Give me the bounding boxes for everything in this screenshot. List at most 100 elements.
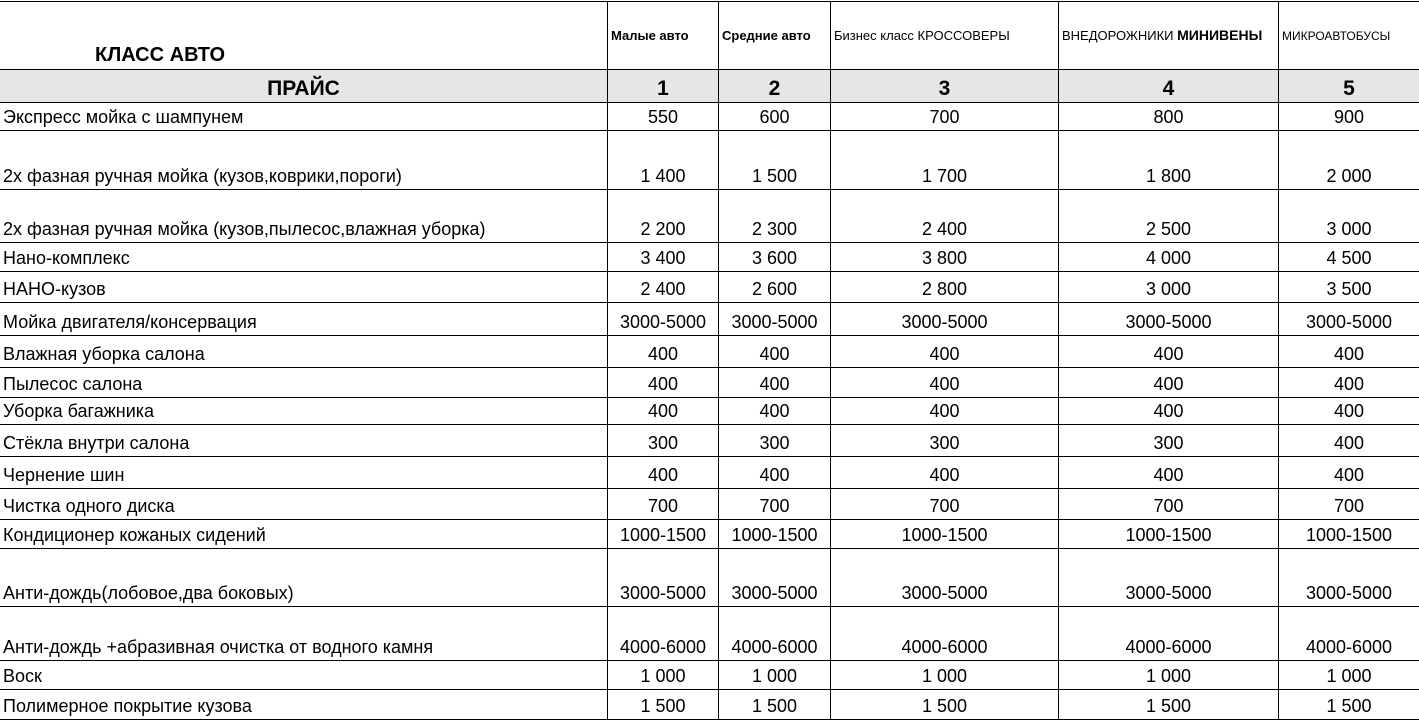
price-cell: 700 bbox=[1058, 488, 1279, 520]
price-cell: 400 bbox=[830, 335, 1059, 368]
price-cell: 3 500 bbox=[1278, 271, 1419, 303]
price-cell: 400 bbox=[718, 367, 831, 398]
price-cell: 400 bbox=[607, 335, 719, 368]
service-name: Стёкла внутри салона bbox=[0, 424, 608, 457]
price-cell: 400 bbox=[718, 335, 831, 368]
service-name: Нано-комплекс bbox=[0, 242, 608, 272]
price-cell: 800 bbox=[1058, 102, 1279, 131]
price-cell: 3000-5000 bbox=[718, 302, 831, 336]
class-number: 3 bbox=[830, 69, 1059, 103]
price-cell: 600 bbox=[718, 102, 831, 131]
table-row: Воск 1 000 1 000 1 000 1 000 1 000 bbox=[0, 660, 1419, 690]
price-cell: 400 bbox=[1278, 367, 1419, 398]
price-cell: 1 500 bbox=[1278, 689, 1419, 720]
price-cell: 1 500 bbox=[718, 689, 831, 720]
service-name: Мойка двигателя/консервация bbox=[0, 302, 608, 336]
column-header-suv-label: ВНЕДОРОЖНИКИ bbox=[1062, 28, 1174, 43]
service-name: Кондиционер кожаных сидений bbox=[0, 519, 608, 549]
price-cell: 400 bbox=[830, 397, 1059, 425]
price-cell: 2 600 bbox=[718, 271, 831, 303]
table-row: Экспресс мойка с шампунем 550 600 700 800 900 bbox=[0, 102, 1419, 131]
column-header-business: Бизнес класс КРОССОВЕРЫ bbox=[830, 1, 1059, 70]
price-cell: 1000-1500 bbox=[718, 519, 831, 549]
price-cell: 400 bbox=[1278, 456, 1419, 489]
service-name: Уборка багажника bbox=[0, 397, 608, 425]
service-name: Экспресс мойка с шампунем bbox=[0, 102, 608, 131]
price-cell: 400 bbox=[607, 456, 719, 489]
price-cell: 2 200 bbox=[607, 189, 719, 243]
service-name: Полимерное покрытие кузова bbox=[0, 689, 608, 720]
table-row: Стёкла внутри салона 300 300 300 300 400 bbox=[0, 424, 1419, 457]
column-header-medium: Средние авто bbox=[718, 1, 831, 70]
price-header-row: ПРАЙС 1 2 3 4 5 bbox=[0, 69, 1419, 103]
table-row: Чернение шин 400 400 400 400 400 bbox=[0, 456, 1419, 489]
price-cell: 300 bbox=[718, 424, 831, 457]
price-cell: 2 500 bbox=[1058, 189, 1279, 243]
column-header-minivan-label: МИНИВЕНЫ bbox=[1177, 27, 1263, 43]
price-cell: 3 600 bbox=[718, 242, 831, 272]
price-cell: 2 300 bbox=[718, 189, 831, 243]
price-cell: 1000-1500 bbox=[607, 519, 719, 549]
price-cell: 1 000 bbox=[718, 660, 831, 690]
price-cell: 3 000 bbox=[1278, 189, 1419, 243]
service-name: 2х фазная ручная мойка (кузов,коврики,по… bbox=[0, 130, 608, 190]
price-cell: 1 700 bbox=[830, 130, 1059, 190]
price-cell: 700 bbox=[718, 488, 831, 520]
price-cell: 4000-6000 bbox=[607, 606, 719, 661]
table-row: Пылесос салона 400 400 400 400 400 bbox=[0, 367, 1419, 398]
price-cell: 1000-1500 bbox=[1058, 519, 1279, 549]
price-cell: 2 400 bbox=[830, 189, 1059, 243]
price-cell: 400 bbox=[1058, 335, 1279, 368]
price-cell: 400 bbox=[607, 367, 719, 398]
price-cell: 3000-5000 bbox=[607, 548, 719, 607]
price-cell: 400 bbox=[1058, 367, 1279, 398]
price-cell: 300 bbox=[830, 424, 1059, 457]
table-row: Влажная уборка салона 400 400 400 400 400 bbox=[0, 335, 1419, 368]
price-cell: 1000-1500 bbox=[1278, 519, 1419, 549]
price-cell: 3000-5000 bbox=[830, 548, 1059, 607]
class-number: 5 bbox=[1278, 69, 1419, 103]
price-cell: 700 bbox=[607, 488, 719, 520]
table-row: НАНО-кузов 2 400 2 600 2 800 3 000 3 500 bbox=[0, 271, 1419, 303]
service-name: Чистка одного диска bbox=[0, 488, 608, 520]
price-cell: 2 400 bbox=[607, 271, 719, 303]
service-name: Влажная уборка салона bbox=[0, 335, 608, 368]
table-row: Нано-комплекс 3 400 3 600 3 800 4 000 4 500 bbox=[0, 242, 1419, 272]
price-cell: 400 bbox=[1278, 424, 1419, 457]
class-number: 2 bbox=[718, 69, 831, 103]
price-cell: 3000-5000 bbox=[607, 302, 719, 336]
column-header-suv: ВНЕДОРОЖНИКИ МИНИВЕНЫ bbox=[1058, 1, 1279, 70]
price-cell: 400 bbox=[830, 456, 1059, 489]
price-cell: 4000-6000 bbox=[1278, 606, 1419, 661]
price-cell: 300 bbox=[607, 424, 719, 457]
class-number: 1 bbox=[607, 69, 719, 103]
price-cell: 2 800 bbox=[830, 271, 1059, 303]
price-cell: 300 bbox=[1058, 424, 1279, 457]
price-cell: 4000-6000 bbox=[1058, 606, 1279, 661]
price-cell: 3000-5000 bbox=[1058, 302, 1279, 336]
price-cell: 3000-5000 bbox=[1278, 302, 1419, 336]
price-cell: 400 bbox=[1278, 335, 1419, 368]
price-cell: 1 000 bbox=[1058, 660, 1279, 690]
price-cell: 1 800 bbox=[1058, 130, 1279, 190]
price-cell: 3 400 bbox=[607, 242, 719, 272]
column-header-small: Малые авто bbox=[607, 1, 719, 70]
price-cell: 3 000 bbox=[1058, 271, 1279, 303]
price-cell: 1000-1500 bbox=[830, 519, 1059, 549]
service-name: 2х фазная ручная мойка (кузов,пылесос,вл… bbox=[0, 189, 608, 243]
price-cell: 4000-6000 bbox=[830, 606, 1059, 661]
service-name: Воск bbox=[0, 660, 608, 690]
price-cell: 3000-5000 bbox=[830, 302, 1059, 336]
price-cell: 1 500 bbox=[830, 689, 1059, 720]
price-cell: 1 500 bbox=[718, 130, 831, 190]
price-cell: 4 500 bbox=[1278, 242, 1419, 272]
price-cell: 3000-5000 bbox=[1278, 548, 1419, 607]
table-row: Чистка одного диска 700 700 700 700 700 bbox=[0, 488, 1419, 520]
table-row: Кондиционер кожаных сидений 1000-1500 1000… bbox=[0, 519, 1419, 549]
price-cell: 4 000 bbox=[1058, 242, 1279, 272]
class-label: КЛАСС АВТО bbox=[0, 1, 608, 70]
price-cell: 700 bbox=[1278, 488, 1419, 520]
price-cell: 400 bbox=[1058, 456, 1279, 489]
price-cell: 1 000 bbox=[830, 660, 1059, 690]
